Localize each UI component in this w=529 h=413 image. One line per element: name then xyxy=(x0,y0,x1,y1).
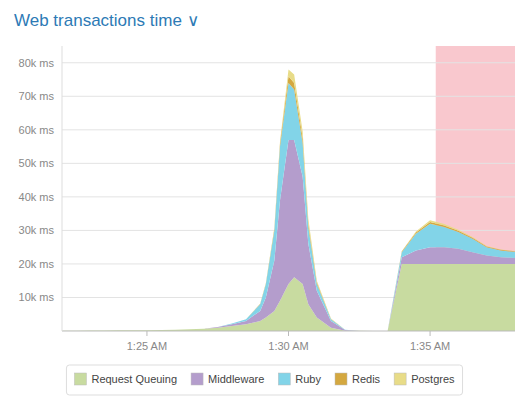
area xyxy=(62,69,515,331)
legend-swatch xyxy=(335,373,347,385)
areas xyxy=(62,69,515,331)
legend-swatch xyxy=(278,373,290,385)
legend-label: Request Queuing xyxy=(91,373,177,385)
y-tick-label: 80k ms xyxy=(19,57,55,69)
page: {"chart_data": { "type": "area", "stacke… xyxy=(0,0,529,413)
x-tick-label: 1:30 AM xyxy=(268,340,308,352)
legend-swatch xyxy=(394,373,406,385)
legend-label: Middleware xyxy=(208,373,264,385)
y-tick-label: 10k ms xyxy=(19,291,55,303)
x-tick-label: 1:25 AM xyxy=(127,340,167,352)
chart: 10k ms 20k ms 30k ms 40k ms 50k ms 60k ms 70k … xyxy=(0,0,529,413)
area xyxy=(62,83,515,331)
y-tick-label: 50k ms xyxy=(19,157,55,169)
grid-line xyxy=(62,62,515,63)
x-tick xyxy=(430,331,431,336)
y-tick-label: 30k ms xyxy=(19,224,55,236)
y-tick-label: 20k ms xyxy=(19,258,55,270)
y-tick-label: 40k ms xyxy=(19,191,55,203)
legend-frame xyxy=(66,365,462,395)
y-axis-line xyxy=(62,46,63,331)
x-tick xyxy=(146,331,147,336)
y-tick-label: 60k ms xyxy=(19,124,55,136)
x-tick xyxy=(288,331,289,336)
legend-label: Redis xyxy=(352,373,381,385)
title: Web transactions time ∨ xyxy=(14,11,199,30)
axes: 10k ms 20k ms 30k ms 40k ms 50k ms 60k ms 70k … xyxy=(19,46,515,352)
legend-swatch xyxy=(74,373,86,385)
legend-swatch xyxy=(191,373,203,385)
legend: Request Queuing Middleware Ruby Redis Postgr… xyxy=(66,365,462,395)
legend-label: Ruby xyxy=(295,373,321,385)
x-tick-label: 1:35 AM xyxy=(410,340,450,352)
legend-label: Postgres xyxy=(411,373,455,385)
y-tick-label: 70k ms xyxy=(19,90,55,102)
area xyxy=(62,76,515,331)
